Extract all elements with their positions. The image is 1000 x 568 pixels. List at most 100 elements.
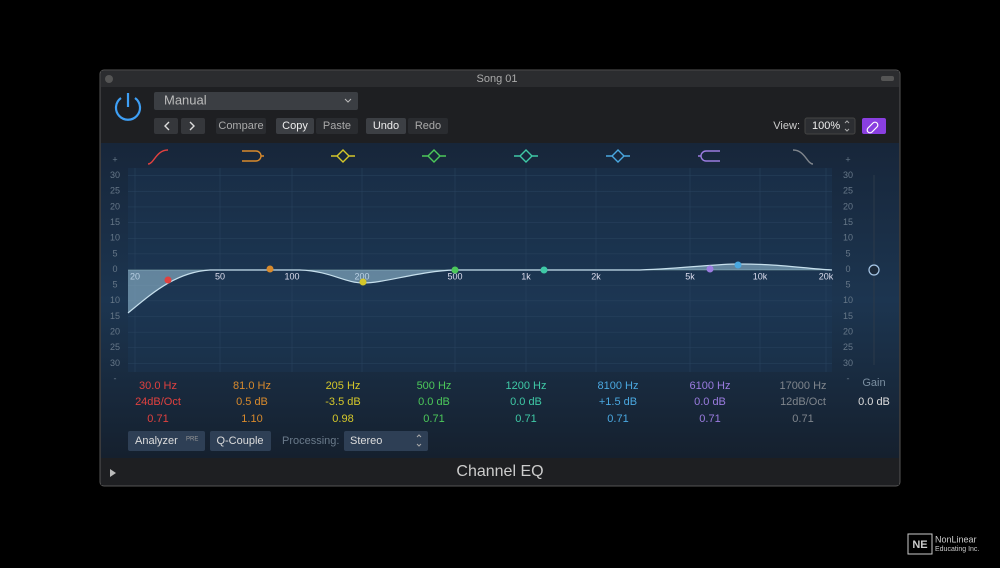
freq-label: 10k	[753, 271, 768, 281]
scale-label: 5	[112, 248, 117, 258]
view-label: View:	[773, 120, 800, 132]
scale-label: 15	[843, 311, 853, 321]
watermark-logo-box	[907, 533, 933, 555]
toolbar-button[interactable]	[276, 118, 314, 134]
power-button[interactable]	[114, 93, 142, 121]
q-couple-button[interactable]	[210, 431, 271, 451]
band-icon[interactable]	[242, 150, 264, 162]
scale-label: 20	[843, 327, 853, 337]
toolbar-button[interactable]	[316, 118, 358, 134]
band-icon[interactable]	[331, 149, 355, 163]
analyzer-label: Analyzer	[135, 435, 178, 447]
band-gain[interactable]: 0.0 dB	[510, 396, 542, 408]
gain-label: Gain	[862, 377, 885, 389]
band-handle[interactable]	[266, 265, 274, 273]
toolbar-button-label: Paste	[323, 120, 351, 132]
band-gain[interactable]: 0.0 dB	[694, 396, 726, 408]
scale-label: 15	[110, 311, 120, 321]
band-icon[interactable]	[606, 149, 630, 163]
processing-label: Processing:	[282, 435, 339, 447]
toolbar-button[interactable]	[366, 118, 406, 134]
dropdown-arrow	[344, 98, 352, 103]
band-handle[interactable]	[734, 261, 742, 269]
band-q[interactable]: 0.71	[792, 413, 813, 425]
toolbar-button[interactable]	[216, 118, 266, 134]
band-frequency[interactable]: 6100 Hz	[690, 380, 731, 392]
close-button[interactable]	[105, 75, 113, 83]
toolbar-button-label: Redo	[415, 120, 441, 132]
eq-curve-fill	[128, 264, 832, 313]
band-handle[interactable]	[164, 276, 172, 284]
preset-dropdown[interactable]	[154, 92, 358, 110]
toolbar-button[interactable]	[408, 118, 448, 134]
window-title: Song 01	[477, 73, 518, 85]
band-frequency[interactable]: 30.0 Hz	[139, 380, 177, 392]
scale-label: -	[847, 373, 850, 383]
band-handle[interactable]	[540, 266, 548, 274]
band-gain[interactable]: -3.5 dB	[325, 396, 360, 408]
band-q[interactable]: 0.71	[607, 413, 628, 425]
band-gain[interactable]: 12dB/Oct	[780, 396, 826, 408]
view-select[interactable]	[804, 117, 856, 135]
footer-bar	[101, 459, 899, 485]
freq-label: 50	[215, 271, 225, 281]
link-icon	[866, 121, 879, 134]
band-q[interactable]: 0.98	[332, 413, 353, 425]
disclosure-triangle[interactable]	[110, 469, 116, 477]
stepper	[844, 120, 850, 132]
band-icon[interactable]	[698, 150, 720, 162]
band-icon[interactable]	[422, 149, 446, 163]
toolbar-button-label: Undo	[373, 120, 399, 132]
band-icon[interactable]	[147, 149, 169, 165]
freq-label: 500	[447, 271, 462, 281]
band-handle[interactable]	[359, 278, 367, 286]
scale-label: 25	[843, 342, 853, 352]
scale-label: 15	[110, 217, 120, 227]
scale-label: 5	[112, 280, 117, 290]
processing-value: Stereo	[350, 435, 382, 447]
band-icon[interactable]	[792, 149, 814, 165]
band-gain[interactable]: +1.5 dB	[599, 396, 637, 408]
scale-label: 30	[110, 170, 120, 180]
band-gain[interactable]: 0.5 dB	[236, 396, 268, 408]
resize-button[interactable]	[881, 76, 894, 81]
nav-arrows	[164, 121, 195, 131]
band-frequency[interactable]: 81.0 Hz	[233, 380, 271, 392]
band-q[interactable]: 0.71	[699, 413, 720, 425]
processing-select[interactable]	[344, 431, 428, 451]
gain-value: 0.0 dB	[858, 396, 890, 408]
band-q[interactable]: 0.71	[515, 413, 536, 425]
band-icon[interactable]	[514, 149, 538, 163]
band-frequency[interactable]: 8100 Hz	[598, 380, 639, 392]
link-button[interactable]	[862, 118, 886, 134]
band-q[interactable]: 0.71	[423, 413, 444, 425]
band-frequency[interactable]: 205 Hz	[326, 380, 361, 392]
prev-button[interactable]	[154, 118, 178, 134]
scale-label: 25	[843, 186, 853, 196]
scale-label: 30	[110, 358, 120, 368]
band-gain[interactable]: 24dB/Oct	[135, 396, 181, 408]
next-button[interactable]	[181, 118, 205, 134]
toolbar-button-label: Compare	[218, 120, 263, 132]
band-q[interactable]: 0.71	[147, 413, 168, 425]
band-params: 30.0 Hz 24dB/Oct 0.71 81.0 Hz 0.5 dB 1.10 205 …	[135, 149, 827, 425]
scale-label: 10	[110, 233, 120, 243]
band-q[interactable]: 1.10	[241, 413, 262, 425]
band-frequency[interactable]: 1200 Hz	[506, 380, 547, 392]
scale-label: 10	[843, 295, 853, 305]
scale-label: 20	[110, 201, 120, 211]
band-frequency[interactable]: 17000 Hz	[779, 380, 826, 392]
band-gain[interactable]: 0.0 dB	[418, 396, 450, 408]
scale-label: 5	[845, 248, 850, 258]
band-frequency[interactable]: 500 Hz	[417, 380, 452, 392]
title-bar	[101, 71, 899, 87]
band-handle[interactable]	[706, 265, 714, 273]
analyzer-button[interactable]	[128, 431, 205, 451]
freq-label: 20k	[819, 271, 834, 281]
freq-label: 100	[284, 271, 299, 281]
gain-slider-knob[interactable]	[868, 264, 880, 276]
scale-label: 0	[112, 264, 117, 274]
scale-label: 30	[843, 170, 853, 180]
q-couple-label: Q-Couple	[216, 435, 263, 447]
band-handle[interactable]	[451, 266, 459, 274]
